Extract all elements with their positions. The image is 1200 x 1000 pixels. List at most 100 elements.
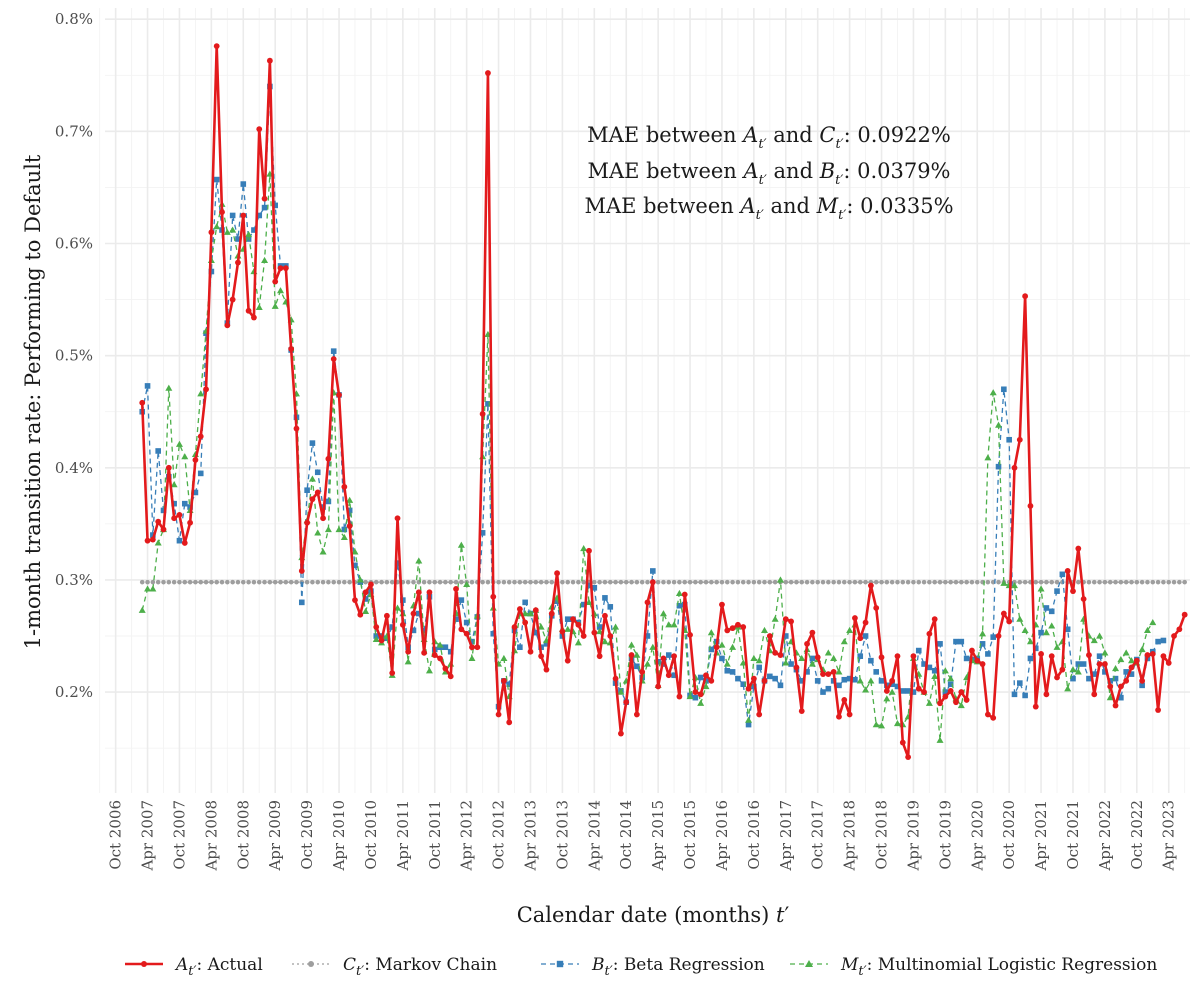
point-A <box>1000 610 1007 617</box>
point-C <box>1097 579 1102 585</box>
point-C <box>373 579 379 585</box>
point-A <box>399 621 406 628</box>
point-C <box>166 579 172 585</box>
point-C <box>304 579 310 585</box>
point-M <box>1010 582 1018 589</box>
point-A <box>1011 464 1018 471</box>
point-C <box>927 579 932 585</box>
legend-key-marker <box>308 961 314 967</box>
point-B <box>697 674 704 681</box>
point-C <box>682 579 688 585</box>
point-A <box>852 615 858 621</box>
point-M <box>830 654 838 662</box>
point-M <box>947 675 955 682</box>
point-C <box>320 579 326 585</box>
point-C <box>671 579 677 585</box>
point-B <box>171 500 177 507</box>
point-C <box>171 579 177 585</box>
point-C <box>783 579 789 585</box>
point-A <box>139 399 146 406</box>
legend-symbol: C <box>343 955 356 975</box>
point-A <box>931 616 938 623</box>
point-A <box>926 630 933 637</box>
point-A <box>341 483 348 490</box>
point-M <box>149 585 157 592</box>
point-A <box>671 653 677 660</box>
point-C <box>932 579 938 585</box>
point-B <box>1112 675 1119 682</box>
legend-key-marker <box>556 960 564 968</box>
point-M <box>755 657 763 664</box>
point-C <box>187 579 193 585</box>
point-C <box>246 579 251 585</box>
point-A <box>548 610 555 617</box>
point-B <box>362 596 369 602</box>
point-A <box>1038 651 1044 657</box>
point-C <box>448 579 454 585</box>
point-A <box>383 612 390 619</box>
point-C <box>1022 579 1028 585</box>
x-tick-label: Apr 2021 <box>1032 800 1050 872</box>
point-M <box>1149 619 1157 626</box>
point-A <box>697 691 704 698</box>
point-A <box>788 618 795 625</box>
point-C <box>278 579 283 585</box>
point-C <box>405 579 411 585</box>
point-A <box>453 586 459 592</box>
point-B <box>272 202 278 209</box>
mae-annotation: MAE between At′ and Ct′: 0.0922% <box>587 123 951 152</box>
point-M <box>707 629 715 636</box>
point-A <box>1133 657 1140 664</box>
point-C <box>565 579 571 585</box>
point-C <box>214 579 219 585</box>
point-M <box>436 641 444 648</box>
point-B <box>963 655 970 662</box>
point-C <box>751 579 757 585</box>
point-C <box>985 579 991 585</box>
point-A <box>793 664 800 671</box>
point-B <box>665 652 672 658</box>
point-A <box>841 697 848 703</box>
point-C <box>1155 579 1161 585</box>
point-A <box>649 579 656 586</box>
point-M <box>1117 656 1125 663</box>
point-C <box>1139 579 1145 585</box>
point-A <box>272 278 279 285</box>
point-A <box>1155 707 1161 713</box>
point-A <box>633 711 640 718</box>
point-C <box>139 579 145 585</box>
point-B <box>1102 669 1108 675</box>
point-A <box>564 657 571 664</box>
point-C <box>294 579 299 585</box>
point-A <box>846 711 853 718</box>
point-A <box>995 633 1002 639</box>
point-M <box>633 651 641 658</box>
point-A <box>346 523 353 529</box>
point-M <box>776 576 784 583</box>
point-C <box>177 579 182 585</box>
point-M <box>229 226 237 233</box>
point-M <box>463 580 471 588</box>
point-C <box>613 579 618 585</box>
point-M <box>782 659 790 666</box>
point-M <box>170 481 178 488</box>
point-A <box>974 657 981 664</box>
point-M <box>1122 649 1130 656</box>
point-A <box>1160 653 1167 660</box>
point-B <box>389 624 396 630</box>
point-A <box>160 526 167 533</box>
point-B <box>767 673 773 680</box>
point-C <box>453 579 459 585</box>
point-A <box>1139 677 1146 684</box>
point-B <box>235 236 241 242</box>
point-C <box>879 579 884 585</box>
point-A <box>298 568 305 574</box>
legend-item-C: Ct′: Markov Chain <box>292 955 497 979</box>
point-C <box>687 579 693 585</box>
point-B <box>1070 675 1076 682</box>
point-B <box>931 667 938 674</box>
point-B <box>1155 638 1161 645</box>
point-B <box>1160 637 1167 644</box>
point-C <box>1134 579 1140 585</box>
point-B <box>798 678 805 684</box>
